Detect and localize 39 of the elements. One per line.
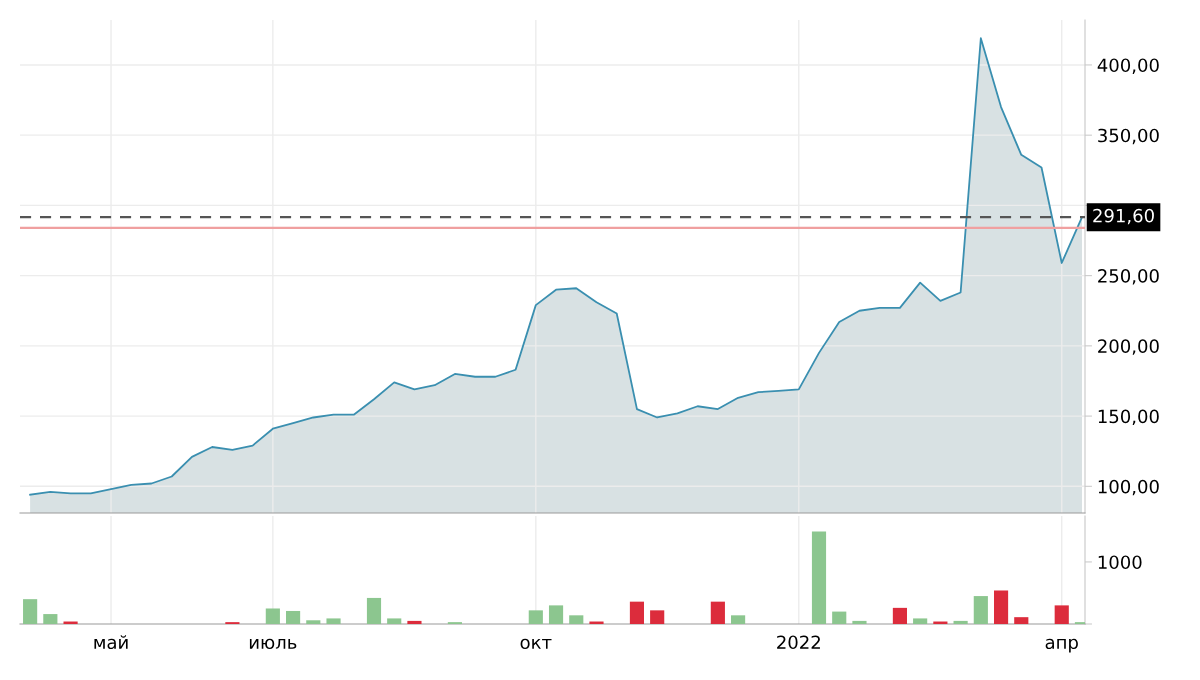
bar (286, 610, 301, 624)
bar (326, 618, 341, 624)
x-tick-label: окт (520, 638, 552, 650)
x-tick-label: апр (1045, 638, 1078, 653)
bar (953, 620, 968, 624)
y-tick-label: 350,00 (1098, 128, 1159, 145)
y-tick-label: 400,00 (1097, 58, 1159, 74)
y-tick-label: 1000 (1098, 555, 1142, 570)
bar (407, 620, 422, 624)
bar (832, 611, 847, 624)
bar (23, 599, 38, 624)
x-tick-label: 2022 (777, 635, 820, 650)
bar (265, 608, 280, 624)
bar (306, 620, 321, 624)
bar (548, 605, 564, 624)
bar (973, 596, 988, 624)
bar (43, 614, 58, 624)
bar (892, 607, 907, 624)
bar (710, 601, 725, 624)
bar (528, 610, 543, 624)
y-tick-label: 150,00 (1098, 409, 1159, 426)
bar (366, 597, 382, 624)
ref-line-label: 291,60 (1093, 208, 1154, 225)
y-tick-label: 100,00 (1098, 479, 1159, 496)
y-tick-label: 250,00 (1098, 269, 1159, 285)
bar (650, 610, 665, 624)
bar (569, 615, 584, 624)
x-tick-label: июль (249, 638, 297, 650)
bar (629, 601, 645, 624)
bar (913, 618, 928, 624)
y-tick-label: 200,00 (1098, 339, 1159, 355)
x-tick-label: май (94, 635, 128, 650)
bar (993, 590, 1009, 624)
bar (1014, 617, 1029, 624)
bar (852, 620, 867, 624)
bar (387, 618, 402, 624)
bar (811, 531, 827, 624)
bar (1054, 605, 1069, 624)
bar (731, 615, 746, 624)
